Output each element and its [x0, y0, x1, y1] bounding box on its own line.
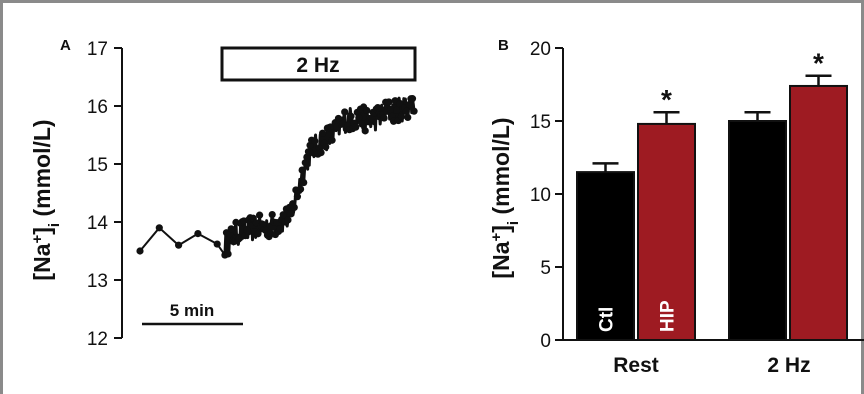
trace-point [136, 247, 144, 255]
trace-point [402, 107, 410, 115]
trace-point [268, 210, 276, 219]
trace-point [410, 107, 418, 115]
panel-b-y-tick-label: 20 [530, 39, 551, 60]
bar-hip-rest [637, 122, 696, 341]
trace-point [341, 108, 349, 116]
panel-b-bars: Ctl HIP * * [576, 48, 848, 341]
significance-marker: * [813, 48, 824, 79]
category-label-rest: Rest [613, 354, 659, 377]
trace-point [255, 211, 264, 219]
trace-point [367, 115, 376, 123]
trace-point [276, 225, 284, 233]
panel-a-y-tick-label: 17 [87, 39, 108, 60]
trace-point [235, 234, 243, 243]
panel-a-y-tick-label: 13 [87, 271, 108, 292]
category-label-2hz: 2 Hz [767, 354, 810, 377]
panel-a-y-tick-label: 14 [87, 213, 109, 234]
time-scale-bar-label: 5 min [170, 301, 214, 320]
panel-b: B [Na+]i (mmol/L) 0 5 10 15 20 Ctl HIP * * Rest… [488, 37, 864, 377]
trace-point [194, 230, 202, 238]
panel-a: A [Na+]i (mmol/L) 12 13 14 15 16 17 2 Hz 5 mi… [29, 37, 418, 350]
trace-point [363, 106, 371, 115]
series-label-ctl: Ctl [597, 307, 618, 332]
trace-point [175, 241, 183, 249]
panel-a-y-axis-label: [Na+]i (mmol/L) [29, 119, 63, 280]
trace-point [408, 95, 417, 103]
panel-b-y-tick-label: 10 [530, 185, 551, 206]
trace-point [311, 137, 319, 145]
trace-point [301, 159, 309, 167]
trace-point [284, 216, 292, 224]
panel-b-y-tick-label: 0 [540, 331, 551, 352]
panel-a-y-tick-label: 16 [87, 97, 108, 118]
trace-point [224, 250, 232, 258]
bar-ctl-2hz [728, 120, 787, 341]
trace-point [296, 185, 305, 193]
stimulus-label: 2 Hz [296, 54, 339, 77]
trace-point [347, 112, 355, 120]
trace-point [254, 230, 262, 238]
trace-point [380, 114, 388, 122]
panel-a-letter: A [60, 37, 71, 54]
panel-a-y-tick-label: 15 [87, 155, 108, 176]
trace-point [155, 224, 163, 232]
sodium-trace [136, 95, 418, 259]
trace-point [386, 105, 395, 114]
stimulus-box [220, 46, 417, 82]
trace-point [361, 127, 369, 135]
trace-point [243, 226, 251, 234]
panel-a-y-tick-label: 12 [87, 329, 108, 350]
bar-ctl-rest [576, 171, 635, 341]
trace-point [300, 178, 308, 187]
trace-point [393, 106, 401, 115]
trace-point [322, 143, 330, 151]
trace-point [241, 232, 250, 240]
panel-b-y-axis-label: [Na+]i (mmol/L) [488, 117, 522, 278]
trace-point [290, 203, 298, 212]
significance-marker: * [661, 84, 672, 115]
trace-point [319, 129, 327, 137]
trace-point [355, 113, 363, 122]
trace-point [328, 136, 336, 144]
trace-point [287, 210, 295, 218]
trace-point [293, 193, 302, 201]
trace-point [405, 100, 413, 109]
trace-point [317, 149, 325, 157]
panel-a-y-ticks: 12 13 14 15 16 17 [87, 39, 122, 350]
trace-point [227, 225, 235, 233]
panel-b-y-tick-label: 5 [540, 258, 551, 279]
bar-hip-2hz [789, 84, 848, 341]
trace-point [397, 112, 406, 121]
trace-point [279, 211, 287, 219]
trace-point [358, 120, 366, 128]
panel-b-letter: B [498, 37, 509, 54]
series-label-hip: HIP [658, 300, 679, 332]
panel-b-y-ticks: 0 5 10 15 20 [530, 39, 563, 352]
trace-connector [216, 243, 226, 256]
trace-point [385, 98, 393, 106]
trace-point [352, 123, 360, 131]
trace-point [298, 166, 306, 174]
panel-b-y-tick-label: 15 [530, 112, 551, 133]
trace-point [404, 113, 412, 122]
